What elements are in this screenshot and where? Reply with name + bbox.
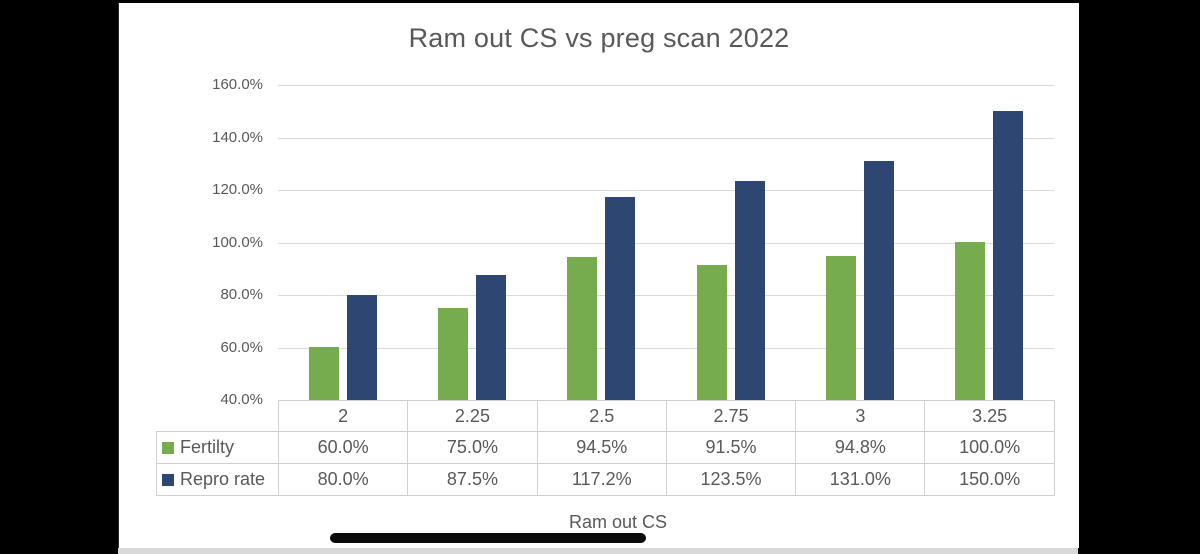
bar-repro-rate-2 xyxy=(347,295,377,400)
chart-title: Ram out CS vs preg scan 2022 xyxy=(408,23,790,53)
table-value-cell: 131.0% xyxy=(795,463,926,496)
bar-repro-rate-2.25 xyxy=(476,275,506,400)
y-axis-tick-label: 140.0% xyxy=(212,129,263,146)
table-category-header: 2 xyxy=(277,400,409,432)
chart-image-panel: Ram out CS vs preg scan 2022 160.0% 140.0… xyxy=(118,3,1079,548)
table-value-cell: 150.0% xyxy=(924,463,1055,496)
data-table: 2 2.25 2.5 2.75 3 3.25 Fertilty 60.0% 75.0% 94.5%… xyxy=(156,400,1055,496)
table-category-header: 2.75 xyxy=(665,400,797,432)
y-axis-tick-label: 100.0% xyxy=(212,234,263,251)
legend-cell-fertilty: Fertilty xyxy=(156,431,279,464)
table-value-cell: 117.2% xyxy=(536,463,667,496)
legend-label: Fertilty xyxy=(180,437,234,457)
table-value-cell: 87.5% xyxy=(407,463,538,496)
legend-label: Repro rate xyxy=(180,469,266,489)
bar-fertilty-2.25 xyxy=(438,308,468,400)
bar-fertilty-3.25 xyxy=(955,242,985,400)
home-indicator[interactable] xyxy=(330,533,646,543)
gridline xyxy=(278,190,1054,191)
table-value-cell: 80.0% xyxy=(277,463,409,496)
y-axis-tick-label: 40.0% xyxy=(220,391,263,408)
bar-repro-rate-2.75 xyxy=(735,181,765,400)
table-category-header: 3 xyxy=(795,400,926,432)
table-category-header: 3.25 xyxy=(924,400,1055,432)
table-value-cell: 123.5% xyxy=(665,463,797,496)
y-axis-tick-label: 80.0% xyxy=(220,286,263,303)
table-value-cell: 60.0% xyxy=(277,431,409,464)
x-axis-title: Ram out CS xyxy=(568,512,668,532)
table-value-cell: 75.0% xyxy=(407,431,538,464)
table-row: Fertilty 60.0% 75.0% 94.5% 91.5% 94.8% 100.0% xyxy=(156,431,1055,464)
table-value-cell: 94.5% xyxy=(536,431,667,464)
image-bottom-strip xyxy=(118,548,1078,554)
legend-swatch-icon xyxy=(162,474,174,486)
bar-fertilty-3 xyxy=(826,256,856,400)
bar-fertilty-2 xyxy=(309,347,339,400)
table-value-cell: 94.8% xyxy=(795,431,926,464)
y-axis-tick-label: 160.0% xyxy=(212,76,263,93)
bar-repro-rate-2.5 xyxy=(605,197,635,400)
table-value-cell: 91.5% xyxy=(665,431,797,464)
table-category-header: 2.25 xyxy=(407,400,538,432)
chart-data-table: 2 2.25 2.5 2.75 3 3.25 Fertilty 60.0% 75.0% 94.5%… xyxy=(156,400,1055,496)
bar-repro-rate-3 xyxy=(864,161,894,400)
bar-repro-rate-3.25 xyxy=(993,111,1023,400)
table-value-cell: 100.0% xyxy=(924,431,1055,464)
gridline xyxy=(278,243,1054,244)
legend-cell-repro-rate: Repro rate xyxy=(156,463,279,496)
bar-fertilty-2.5 xyxy=(567,257,597,400)
y-axis-tick-label: 120.0% xyxy=(212,181,263,198)
legend-swatch-icon xyxy=(162,442,174,454)
table-category-header: 2.5 xyxy=(536,400,667,432)
bar-fertilty-2.75 xyxy=(697,265,727,400)
gridline xyxy=(278,85,1054,86)
gridline xyxy=(278,295,1054,296)
table-corner-cell xyxy=(157,401,279,432)
gridline xyxy=(278,138,1054,139)
y-axis-tick-label: 60.0% xyxy=(220,339,263,356)
table-row: Repro rate 80.0% 87.5% 117.2% 123.5% 131.0% 15… xyxy=(156,463,1055,496)
gridline xyxy=(278,348,1054,349)
